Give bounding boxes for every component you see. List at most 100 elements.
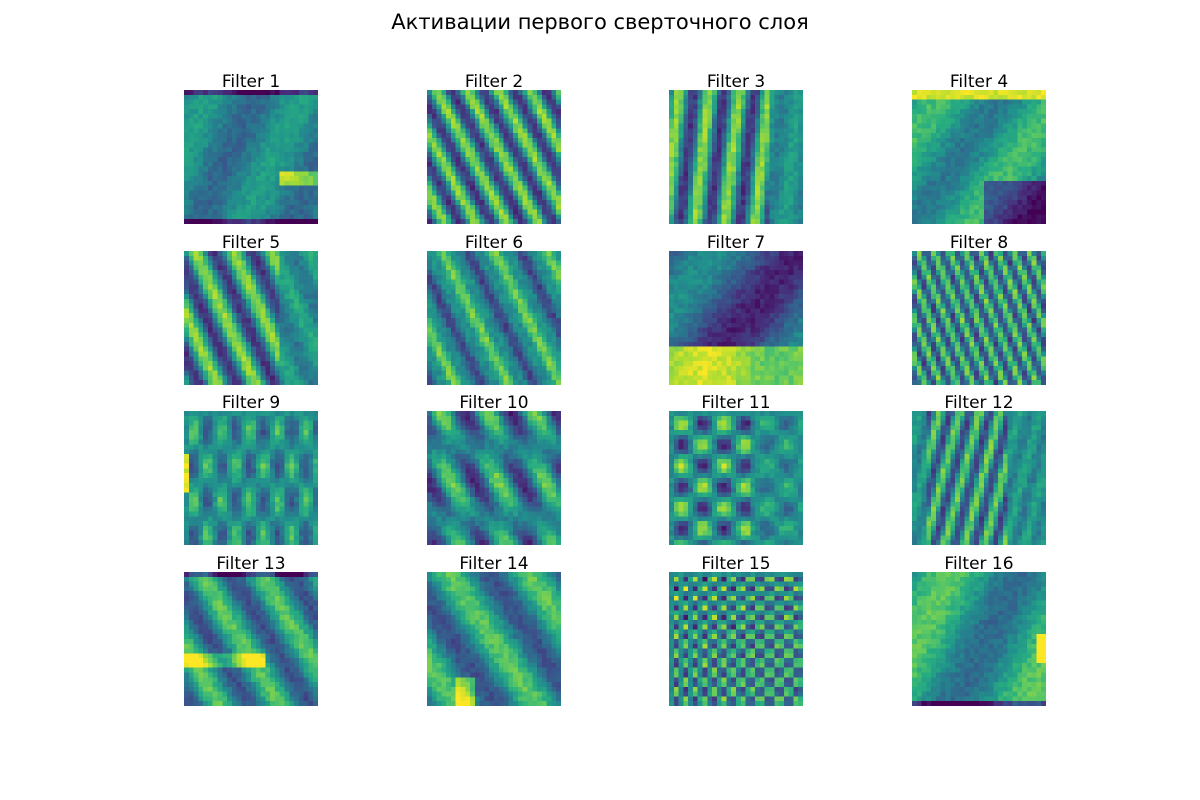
heatmap-cell — [218, 328, 223, 333]
heatmap-cell — [537, 285, 542, 290]
heatmap-cell — [789, 219, 794, 224]
heatmap-cell — [765, 186, 770, 191]
heatmap-cell — [1027, 104, 1032, 109]
heatmap-cell — [451, 114, 456, 119]
heatmap-cell — [313, 124, 318, 129]
heatmap-cell — [241, 167, 246, 172]
heatmap-cell — [241, 152, 246, 157]
heatmap-cell — [470, 186, 475, 191]
heatmap-cell — [484, 114, 489, 119]
heatmap-cell — [669, 171, 674, 176]
heatmap-cell — [998, 147, 1003, 152]
heatmap-cell — [513, 109, 518, 114]
heatmap-cell — [461, 100, 466, 105]
heatmap-cell — [741, 119, 746, 124]
heatmap-cell — [965, 90, 970, 95]
heatmap-cell — [779, 219, 784, 224]
heatmap-cell — [556, 270, 561, 275]
heatmap-cell — [494, 195, 499, 200]
heatmap-cell — [765, 191, 770, 196]
heatmap-cell — [798, 285, 803, 290]
heatmap-cell — [779, 162, 784, 167]
heatmap-cell — [556, 308, 561, 313]
heatmap-cell — [523, 119, 528, 124]
heatmap-cell — [275, 210, 280, 215]
heatmap-cell — [765, 119, 770, 124]
heatmap-cell — [451, 100, 456, 105]
heatmap-cell — [508, 251, 513, 256]
heatmap-cell — [437, 219, 442, 224]
heatmap-cell — [722, 162, 727, 167]
heatmap-cell — [480, 167, 485, 172]
heatmap-cell — [475, 186, 480, 191]
heatmap-cell — [1022, 191, 1027, 196]
heatmap-cell — [746, 251, 751, 256]
heatmap-cell — [275, 90, 280, 95]
heatmap-cell — [184, 181, 189, 186]
heatmap-cell — [789, 261, 794, 266]
filter-panel-5: Filter 5 — [184, 233, 318, 385]
heatmap-cell — [518, 167, 523, 172]
heatmap-cell — [208, 186, 213, 191]
heatmap-cell — [1041, 200, 1046, 205]
heatmap-cell — [936, 214, 941, 219]
heatmap-cell — [789, 289, 794, 294]
heatmap-cell — [432, 251, 437, 256]
heatmap-cell — [484, 210, 489, 215]
heatmap-cell — [308, 371, 313, 376]
heatmap-cell — [926, 104, 931, 109]
heatmap-cell — [261, 90, 266, 95]
heatmap-cell — [261, 210, 266, 215]
heatmap-cell — [227, 285, 232, 290]
heatmap-cell — [237, 265, 242, 270]
heatmap-cell — [798, 152, 803, 157]
heatmap-cell — [760, 200, 765, 205]
heatmap-cell — [674, 95, 679, 100]
heatmap-cell — [1003, 90, 1008, 95]
heatmap-cell — [470, 275, 475, 280]
heatmap-cell — [793, 214, 798, 219]
heatmap-cell — [984, 167, 989, 172]
heatmap-cell — [669, 214, 674, 219]
heatmap-cell — [494, 380, 499, 385]
heatmap-cell — [984, 195, 989, 200]
heatmap-cell — [189, 147, 194, 152]
heatmap-cell — [532, 124, 537, 129]
heatmap-cell — [437, 95, 442, 100]
heatmap-cell — [437, 138, 442, 143]
heatmap-cell — [232, 361, 237, 366]
heatmap-cell — [194, 147, 199, 152]
heatmap-cell — [1036, 214, 1041, 219]
heatmap-cell — [551, 147, 556, 152]
heatmap-cell — [237, 347, 242, 352]
heatmap-cell — [251, 299, 256, 304]
heatmap-cell — [750, 114, 755, 119]
heatmap-cell — [246, 313, 251, 318]
heatmap-cell — [523, 313, 528, 318]
heatmap-cell — [227, 181, 232, 186]
heatmap-cell — [542, 128, 547, 133]
heatmap-cell — [513, 328, 518, 333]
heatmap-cell — [470, 289, 475, 294]
heatmap-cell — [299, 313, 304, 318]
heatmap-cell — [513, 285, 518, 290]
heatmap-cell — [513, 152, 518, 157]
heatmap-cell — [669, 133, 674, 138]
heatmap-cell — [946, 119, 951, 124]
heatmap-cell — [504, 104, 509, 109]
heatmap-cell — [504, 323, 509, 328]
heatmap-cell — [227, 128, 232, 133]
heatmap-cell — [979, 157, 984, 162]
heatmap-cell — [504, 147, 509, 152]
heatmap-cell — [299, 356, 304, 361]
heatmap-cell — [265, 375, 270, 380]
heatmap-cell — [308, 294, 313, 299]
heatmap-cell — [950, 143, 955, 148]
heatmap-cell — [789, 210, 794, 215]
heatmap-cell — [731, 214, 736, 219]
heatmap-cell — [222, 162, 227, 167]
heatmap-cell — [726, 214, 731, 219]
heatmap-cell — [265, 214, 270, 219]
heatmap-cell — [537, 352, 542, 357]
heatmap-cell — [551, 289, 556, 294]
